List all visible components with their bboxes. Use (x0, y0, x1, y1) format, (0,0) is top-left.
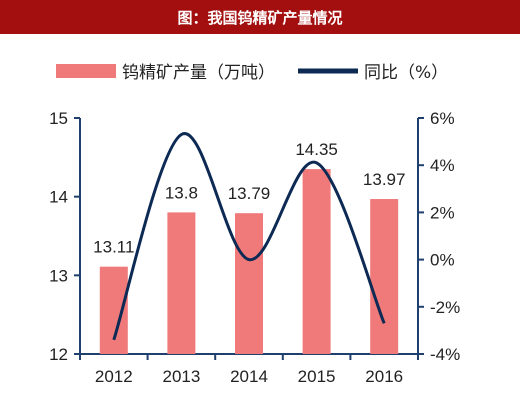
legend-label-yoy: 同比（%） (364, 63, 448, 83)
legend: 钨精矿产量（万吨） 同比（%） (56, 63, 448, 83)
legend-swatch-production (56, 64, 116, 78)
axes: 12 13 14 15 -4% -2% 0% 2% 4% 6% 2012 2013 2014 2015 20… (49, 109, 460, 386)
bar-data-label: 13.97 (363, 170, 406, 189)
x-tick-label: 2012 (95, 367, 133, 386)
bar-data-labels: 13.11 13.8 13.79 14.35 13.97 (93, 140, 405, 257)
bar-data-label: 13.8 (165, 183, 198, 202)
bar (302, 169, 331, 354)
right-tick-label: 4% (430, 156, 455, 175)
bar-series (99, 169, 399, 354)
bar (167, 212, 196, 354)
right-tick-label: -2% (430, 298, 460, 317)
chart-title-bar: 图：我国钨精矿产量情况 (0, 0, 520, 34)
left-tick-label: 15 (49, 109, 68, 128)
x-tick-label: 2015 (298, 367, 336, 386)
bar-data-label: 14.35 (295, 140, 338, 159)
right-tick-label: -4% (430, 345, 460, 364)
x-tick-label: 2014 (230, 367, 268, 386)
bar-data-label: 13.11 (93, 238, 134, 257)
bar (99, 266, 128, 354)
bar-data-label: 13.79 (228, 184, 271, 203)
line-series (112, 132, 386, 341)
legend-label-production: 钨精矿产量（万吨） (122, 63, 275, 83)
right-tick-label: 2% (430, 203, 455, 222)
x-tick-label: 2013 (162, 367, 200, 386)
x-tick-label: 2016 (365, 367, 403, 386)
right-tick-label: 0% (430, 251, 455, 270)
left-tick-label: 12 (49, 345, 68, 364)
chart-title: 图：我国钨精矿产量情况 (177, 8, 343, 27)
right-tick-label: 6% (430, 109, 455, 128)
bar (235, 213, 263, 354)
left-tick-label: 14 (49, 188, 68, 207)
left-tick-label: 13 (49, 266, 68, 285)
bar (370, 199, 399, 354)
